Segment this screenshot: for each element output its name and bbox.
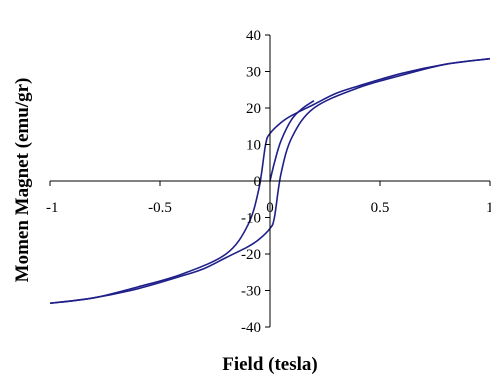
y-tick-label: 40	[246, 28, 261, 44]
y-tick-label: 10	[246, 138, 261, 154]
y-tick-label: -30	[241, 284, 261, 300]
x-tick-label: 1	[486, 200, 491, 216]
tick-group: -1 -0.5 0 0.5 1 -40 -30 -20 -10 0 10 20 30 40	[46, 28, 491, 336]
x-tick-label: -0.5	[148, 200, 172, 216]
y-axis-title: Momen Magnet (emu/gr)	[12, 78, 33, 283]
y-tick-label: 30	[246, 65, 261, 81]
y-tick-label: 0	[254, 174, 262, 190]
x-tick-label: 0.5	[371, 200, 390, 216]
y-tick-label: 20	[246, 101, 261, 117]
y-tick-label: -20	[241, 247, 261, 263]
y-tick-label: -40	[241, 320, 261, 336]
x-tick-label: -1	[46, 200, 59, 216]
series-line-3	[269, 100, 315, 182]
y-tick-label: -10	[241, 211, 261, 227]
x-axis-title: Field (tesla)	[222, 354, 318, 375]
x-tick-label: 0	[266, 200, 274, 216]
